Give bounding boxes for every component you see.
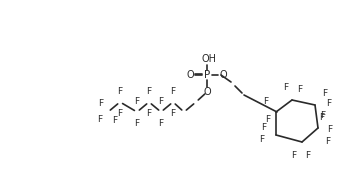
Text: F: F [322,89,328,98]
Text: F: F [283,83,288,92]
Text: F: F [158,118,163,127]
Text: F: F [263,98,269,106]
Text: F: F [325,137,330,146]
Text: F: F [113,116,118,125]
Text: F: F [170,108,175,118]
Text: F: F [265,115,270,124]
Text: OH: OH [202,54,216,64]
Text: F: F [134,118,139,127]
Text: O: O [219,70,227,80]
Text: F: F [146,86,151,96]
Text: F: F [98,99,103,108]
Text: O: O [203,87,211,97]
Text: O: O [186,70,194,80]
Text: F: F [259,134,264,143]
Text: F: F [305,151,311,159]
Text: F: F [298,86,303,95]
Text: F: F [319,114,324,123]
Text: F: F [158,96,163,105]
Text: F: F [97,114,102,124]
Text: F: F [170,86,175,96]
Text: F: F [134,96,139,105]
Text: F: F [118,108,122,118]
Text: F: F [321,111,325,120]
Text: F: F [118,86,122,96]
Text: F: F [328,126,333,134]
Text: F: F [292,152,297,161]
Text: F: F [262,123,267,131]
Text: F: F [146,108,151,118]
Text: P: P [204,70,210,80]
Text: F: F [327,99,331,108]
